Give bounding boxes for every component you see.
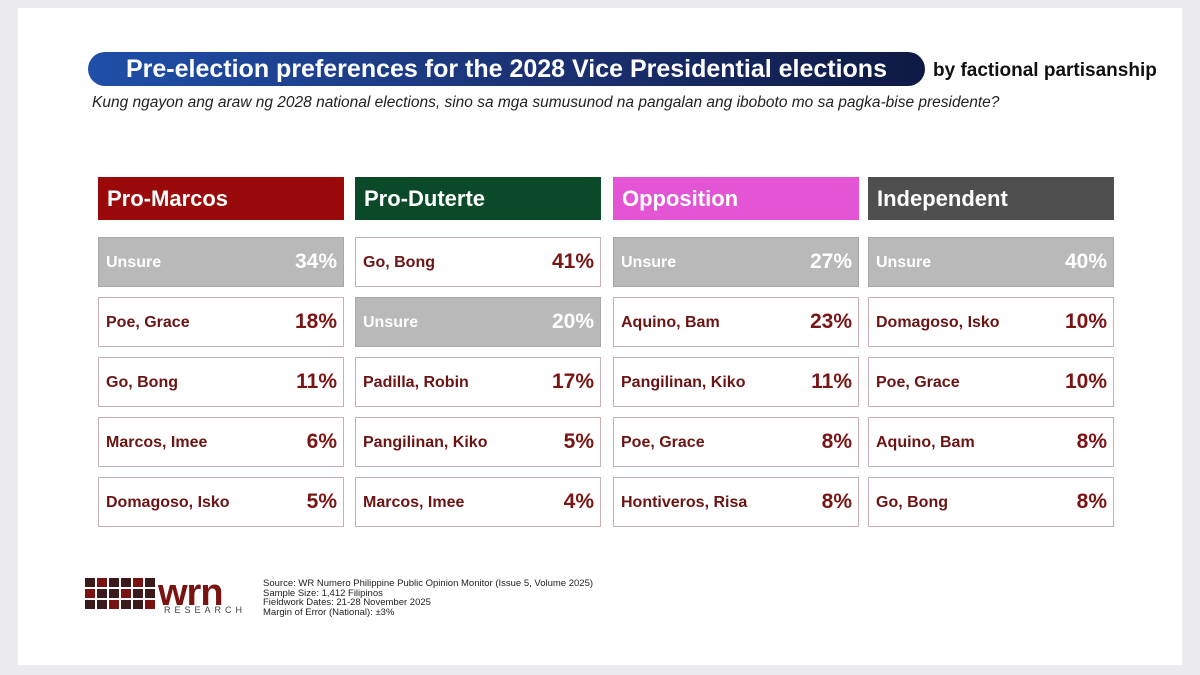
logo-subtext: RESEARCH — [164, 605, 247, 615]
note-line: Fieldwork Dates: 21-28 November 2025 — [263, 597, 431, 608]
candidate-value: 8% — [1076, 490, 1107, 513]
candidate-name: Poe, Grace — [876, 374, 960, 391]
candidate-name: Go, Bong — [363, 254, 435, 271]
logo-square — [121, 589, 131, 598]
candidate-name: Pangilinan, Kiko — [621, 374, 746, 391]
result-row: Marcos, Imee 6% — [98, 417, 344, 467]
candidate-name: Poe, Grace — [621, 434, 705, 451]
group-header: Pro-Marcos — [98, 177, 344, 220]
logo-square — [97, 578, 107, 587]
candidate-name: Domagoso, Isko — [876, 314, 1000, 331]
logo-square — [109, 589, 119, 598]
candidate-name: Aquino, Bam — [621, 314, 720, 331]
candidate-value: 23% — [809, 310, 852, 333]
candidate-name: Marcos, Imee — [363, 494, 465, 511]
result-row: Unsure 27% — [613, 237, 859, 287]
logo-square — [133, 578, 143, 587]
notes: Source: WR Numero Philippine Public Opin… — [263, 579, 593, 617]
logo-square — [145, 600, 155, 609]
note-line: Sample Size: 1,412 Filipinos — [263, 587, 383, 599]
result-row: Aquino, Bam 23% — [613, 297, 859, 347]
group-header: Opposition — [613, 177, 859, 220]
candidate-value: 10% — [1064, 370, 1107, 393]
result-row: Poe, Grace 10% — [868, 357, 1114, 407]
title: Pre-election preferences for the 2028 Vi… — [88, 52, 925, 86]
logo-square — [97, 600, 107, 609]
question: Kung ngayon ang araw ng 2028 national el… — [92, 94, 1000, 111]
candidate-name: Domagoso, Isko — [106, 494, 230, 511]
candidate-name: Pangilinan, Kiko — [363, 434, 488, 451]
candidate-value: 20% — [551, 310, 594, 333]
result-row: Go, Bong 11% — [98, 357, 344, 407]
logo-square — [121, 600, 131, 609]
subtitle: by factional partisanship — [933, 60, 1157, 81]
candidate-value: 8% — [821, 430, 852, 453]
candidate-value: 4% — [563, 490, 594, 513]
candidate-name: Unsure — [106, 254, 162, 271]
result-row: Unsure 34% — [98, 237, 344, 287]
candidate-value: 18% — [294, 310, 337, 333]
candidate-value: 6% — [306, 430, 337, 453]
result-row: Unsure 20% — [355, 297, 601, 347]
candidate-value: 10% — [1064, 310, 1107, 333]
result-row: Unsure 40% — [868, 237, 1114, 287]
candidate-value: 27% — [809, 250, 852, 273]
logo-square — [109, 600, 119, 609]
candidate-name: Go, Bong — [876, 494, 948, 511]
result-row: Go, Bong 8% — [868, 477, 1114, 527]
result-row: Hontiveros, Risa 8% — [613, 477, 859, 527]
logo-square — [97, 589, 107, 598]
logo-square — [133, 600, 143, 609]
logo-square — [145, 589, 155, 598]
note-line: Margin of Error (National): ±3% — [263, 606, 395, 618]
candidate-name: Poe, Grace — [106, 314, 190, 331]
result-row: Pangilinan, Kiko 11% — [613, 357, 859, 407]
logo-square — [85, 600, 95, 609]
candidate-value: 41% — [551, 250, 594, 273]
logo-square — [145, 578, 155, 587]
candidate-name: Aquino, Bam — [876, 434, 975, 451]
candidate-value: 40% — [1064, 250, 1107, 273]
result-row: Pangilinan, Kiko 5% — [355, 417, 601, 467]
logo-square — [133, 589, 143, 598]
group-header: Pro-Duterte — [355, 177, 601, 220]
group-header: Independent — [868, 177, 1114, 220]
result-row: Marcos, Imee 4% — [355, 477, 601, 527]
candidate-value: 34% — [294, 250, 337, 273]
logo-square — [109, 578, 119, 587]
candidate-value: 17% — [551, 370, 594, 393]
candidate-value: 11% — [811, 370, 852, 393]
candidate-value: 11% — [296, 370, 337, 393]
candidate-name: Unsure — [363, 314, 419, 331]
candidate-name: Go, Bong — [106, 374, 178, 391]
logo-square — [85, 578, 95, 587]
candidate-value: 8% — [821, 490, 852, 513]
logo-square — [121, 578, 131, 587]
result-row: Domagoso, Isko 10% — [868, 297, 1114, 347]
result-row: Poe, Grace 8% — [613, 417, 859, 467]
candidate-name: Padilla, Robin — [363, 374, 469, 391]
result-row: Domagoso, Isko 5% — [98, 477, 344, 527]
logo-text: wrn — [158, 572, 224, 614]
candidate-name: Unsure — [876, 254, 932, 271]
candidate-value: 5% — [306, 490, 337, 513]
note-line: Source: WR Numero Philippine Public Opin… — [263, 578, 594, 589]
candidate-name: Marcos, Imee — [106, 434, 208, 451]
candidate-value: 8% — [1076, 430, 1107, 453]
candidate-value: 5% — [563, 430, 594, 453]
candidate-name: Unsure — [621, 254, 677, 271]
candidate-name: Hontiveros, Risa — [621, 494, 748, 511]
result-row: Padilla, Robin 17% — [355, 357, 601, 407]
result-row: Go, Bong 41% — [355, 237, 601, 287]
result-row: Aquino, Bam 8% — [868, 417, 1114, 467]
result-row: Poe, Grace 18% — [98, 297, 344, 347]
logo-square — [85, 589, 95, 598]
